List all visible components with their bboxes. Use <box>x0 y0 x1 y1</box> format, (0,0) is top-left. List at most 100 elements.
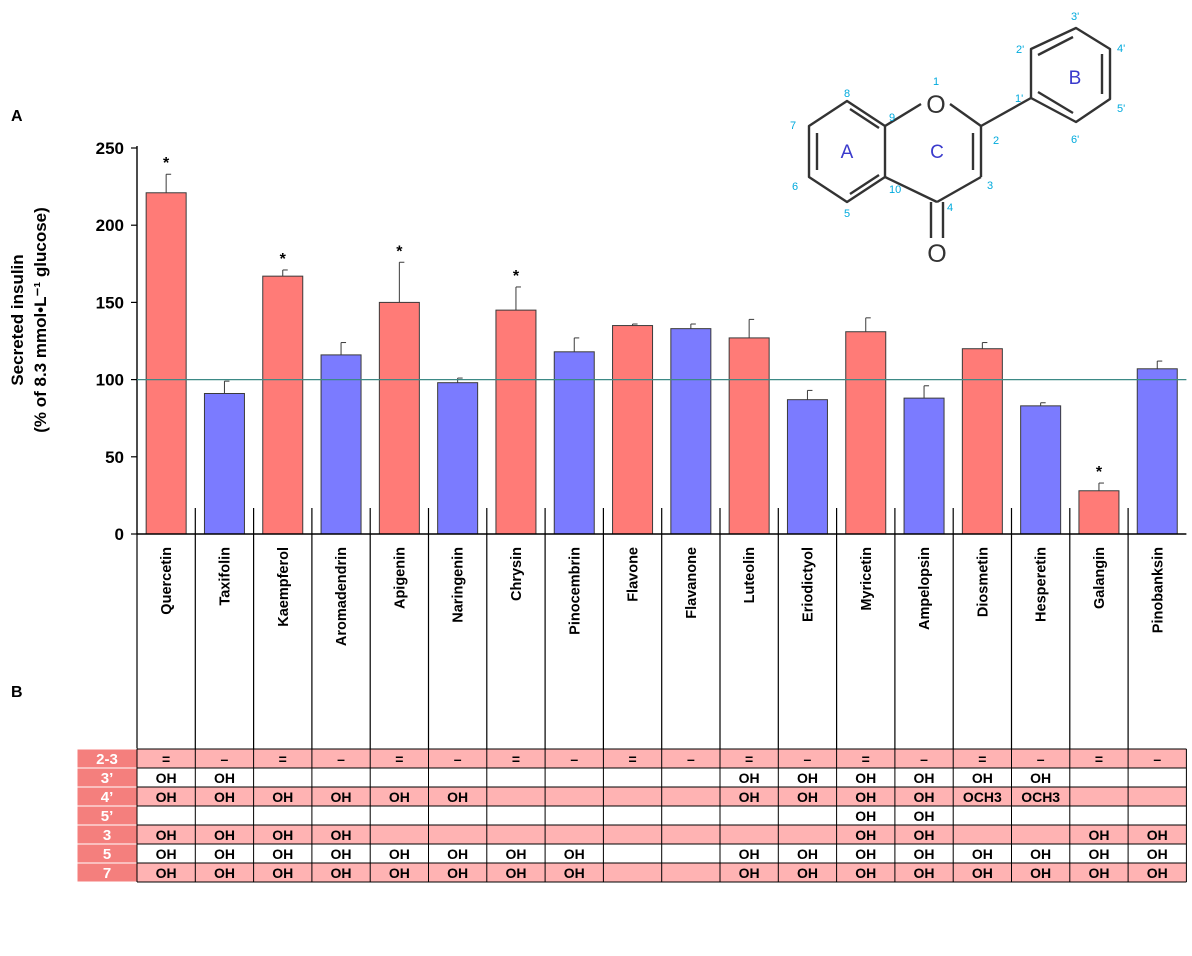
bar <box>1078 490 1120 535</box>
position-3-prime: 3' <box>1071 11 1079 23</box>
x-category-label: Flavanone <box>684 547 700 619</box>
bar <box>553 351 595 535</box>
table-cell: OH <box>214 846 235 862</box>
table-cell: OH <box>1088 846 1109 862</box>
table-cell: OH <box>855 827 876 843</box>
table-cell: OH <box>972 865 993 881</box>
position-6: 6 <box>792 181 798 193</box>
table-cell: OH <box>272 789 293 805</box>
table-cell: OH <box>214 865 235 881</box>
x-category-label: Aromadendrin <box>334 547 350 646</box>
x-category-label: Chrysin <box>509 547 525 601</box>
table-cell: OH <box>156 789 177 805</box>
bar <box>670 328 712 535</box>
y-tick-label: 0 <box>115 525 124 544</box>
carbonyl-oxygen-atom: O <box>927 240 946 268</box>
ring-label-a: A <box>841 142 854 163</box>
table-cell: OH <box>1030 865 1051 881</box>
table-cell: – <box>570 751 578 767</box>
table-cell: – <box>687 751 695 767</box>
table-cell: OH <box>972 846 993 862</box>
table-cell: OH <box>214 789 235 805</box>
ring-label-b: B <box>1069 68 1082 89</box>
table-row-header-label: 2-3 <box>96 751 118 768</box>
ring-oxygen-atom: O <box>926 91 945 119</box>
position-2: 2 <box>993 135 999 147</box>
table-cell: – <box>1153 751 1161 767</box>
bar <box>320 354 362 535</box>
flavone-structure-diagram <box>807 26 1112 238</box>
table-cell: OH <box>797 846 818 862</box>
table-row-header-label: 4’ <box>101 789 114 806</box>
bar <box>1020 405 1062 535</box>
table-cell: – <box>337 751 345 767</box>
table-cell: OH <box>331 789 352 805</box>
table-cell: OH <box>914 846 935 862</box>
x-category-label: Kaempferol <box>276 547 292 627</box>
x-category-label: Flavone <box>626 547 642 602</box>
y-tick-label: 200 <box>96 216 124 235</box>
bar <box>845 331 887 535</box>
table-row-header-label: 5’ <box>101 808 114 825</box>
x-category-label: Apigenin <box>392 547 408 609</box>
table-cell: OH <box>447 865 468 881</box>
table-cell: OH <box>214 770 235 786</box>
table-cell: OH <box>855 789 876 805</box>
table-row-header-label: 7 <box>103 865 111 882</box>
panel-a-label: A <box>11 108 23 125</box>
panel-b-label: B <box>11 684 23 701</box>
ring-c-bond-9-1 <box>884 102 922 128</box>
table-cell: OH <box>272 846 293 862</box>
position-1-prime: 1' <box>1015 93 1023 105</box>
table-cell: OH <box>272 865 293 881</box>
y-axis-label: Secreted insulin (% of 8.3 mmol•L⁻¹ gluc… <box>8 207 50 433</box>
table-cell: OH <box>389 846 410 862</box>
substitution-table: 2-3 = – = – = – = – = – = – = – = – = – 3’ OH OH OH OH OH OH OH OH 4… <box>76 748 1187 883</box>
table-cell: OH <box>1030 846 1051 862</box>
position-1: 1 <box>933 76 939 88</box>
table-cell: – <box>804 751 812 767</box>
position-3: 3 <box>987 180 993 192</box>
table-cell: OH <box>855 770 876 786</box>
table-cell: = <box>395 751 403 767</box>
x-category-label: Pinobanksin <box>1150 547 1166 633</box>
table-cell: OH <box>214 827 235 843</box>
table-cell: = <box>862 751 870 767</box>
table-cell: OH <box>1147 865 1168 881</box>
table-cell: OCH3 <box>1021 789 1060 805</box>
ring-b <box>1029 26 1112 124</box>
x-category-label: Luteolin <box>742 547 758 603</box>
position-9: 9 <box>889 112 895 124</box>
x-category-label: Taxifolin <box>217 547 233 606</box>
table-cell: – <box>454 751 462 767</box>
table-row-header-label: 5 <box>103 846 111 863</box>
y-tick-label: 250 <box>96 139 124 158</box>
table-cell: OH <box>564 865 585 881</box>
bar <box>1136 368 1178 535</box>
x-category-label: Ampelopsin <box>917 547 933 630</box>
position-6-prime: 6' <box>1071 134 1079 146</box>
position-10: 10 <box>889 184 901 196</box>
structure-labels: O O A C B 1 2 3 4 5 6 7 8 9 10 1' 2' 3' … <box>790 11 1125 268</box>
table-cell: OH <box>389 865 410 881</box>
bar <box>437 382 479 535</box>
table-row-header-label: 3 <box>103 827 111 844</box>
table-cell: OH <box>797 865 818 881</box>
table-cell: OH <box>1147 846 1168 862</box>
table-cell: OH <box>739 770 760 786</box>
table-cell: OH <box>156 827 177 843</box>
table-cell: OH <box>447 846 468 862</box>
position-4-prime: 4' <box>1117 43 1125 55</box>
position-5: 5 <box>844 208 850 220</box>
table-cell: OH <box>914 789 935 805</box>
position-2-prime: 2' <box>1016 44 1024 56</box>
significance-mark: * <box>396 243 403 260</box>
position-7: 7 <box>790 120 796 132</box>
significance-mark: * <box>1096 464 1103 481</box>
table-cell: OH <box>389 789 410 805</box>
table-cell: OH <box>505 846 526 862</box>
x-category-label: Quercetin <box>159 547 175 615</box>
table-cell: OH <box>1030 770 1051 786</box>
position-8: 8 <box>844 88 850 100</box>
